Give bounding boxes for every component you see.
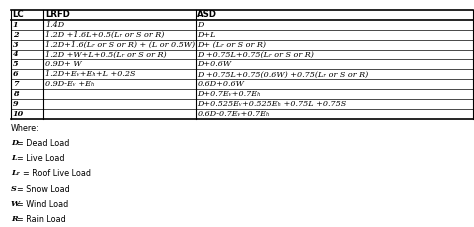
Text: 1.2D +W+L+0.5(Lᵣ or S or R): 1.2D +W+L+0.5(Lᵣ or S or R) bbox=[45, 50, 167, 59]
Text: = Roof Live Load: = Roof Live Load bbox=[23, 169, 91, 178]
Text: R: R bbox=[11, 215, 18, 223]
Text: 7: 7 bbox=[13, 80, 18, 88]
Text: D: D bbox=[197, 21, 204, 29]
Text: 1.4D: 1.4D bbox=[45, 21, 64, 29]
Text: = Rain Load: = Rain Load bbox=[18, 215, 66, 224]
Text: 0.9D+ W: 0.9D+ W bbox=[45, 60, 82, 68]
Text: 0.9D-Eᵥ +Eₕ: 0.9D-Eᵥ +Eₕ bbox=[45, 80, 94, 88]
Text: W: W bbox=[11, 200, 20, 208]
Text: 9: 9 bbox=[13, 100, 18, 108]
Text: 8: 8 bbox=[13, 90, 18, 98]
Text: S: S bbox=[11, 185, 17, 192]
Text: 10: 10 bbox=[13, 110, 24, 118]
Text: = Wind Load: = Wind Load bbox=[18, 200, 69, 209]
Text: 5: 5 bbox=[13, 60, 18, 68]
Text: LC: LC bbox=[13, 10, 24, 19]
Text: 4: 4 bbox=[13, 50, 18, 59]
Text: ASD: ASD bbox=[197, 10, 218, 19]
Text: Where:: Where: bbox=[11, 124, 39, 133]
Text: 0.6D-0.7Eᵥ+0.7Eₕ: 0.6D-0.7Eᵥ+0.7Eₕ bbox=[197, 110, 270, 118]
Text: D+0.525Eᵥ+0.525Eₕ +0.75L +0.75S: D+0.525Eᵥ+0.525Eₕ +0.75L +0.75S bbox=[197, 100, 346, 108]
Text: Lᵣ: Lᵣ bbox=[11, 169, 20, 178]
Text: L: L bbox=[11, 154, 17, 162]
Text: D+ (Lᵣ or S or R): D+ (Lᵣ or S or R) bbox=[197, 41, 266, 49]
Text: LRFD: LRFD bbox=[45, 10, 70, 19]
Text: D+L: D+L bbox=[197, 31, 216, 39]
Text: D +0.75L+0.75(Lᵣ or S or R): D +0.75L+0.75(Lᵣ or S or R) bbox=[197, 50, 314, 59]
Text: 0.6D+0.6W: 0.6D+0.6W bbox=[197, 80, 244, 88]
Text: D: D bbox=[11, 139, 18, 147]
Text: 1: 1 bbox=[13, 21, 18, 29]
Text: D+0.6W: D+0.6W bbox=[197, 60, 231, 68]
Text: 1.2D +1.6L+0.5(Lᵣ or S or R): 1.2D +1.6L+0.5(Lᵣ or S or R) bbox=[45, 31, 164, 39]
Text: = Dead Load: = Dead Load bbox=[18, 139, 70, 148]
Text: 2: 2 bbox=[13, 31, 18, 39]
Text: = Snow Load: = Snow Load bbox=[18, 185, 70, 194]
Text: 1.2D+Eᵥ+Eₕ+L +0.2S: 1.2D+Eᵥ+Eₕ+L +0.2S bbox=[45, 70, 136, 78]
Text: D+0.7Eᵥ+0.7Eₕ: D+0.7Eᵥ+0.7Eₕ bbox=[197, 90, 261, 98]
Text: D +0.75L+0.75(0.6W) +0.75(Lᵣ or S or R): D +0.75L+0.75(0.6W) +0.75(Lᵣ or S or R) bbox=[197, 70, 369, 78]
Text: = Live Load: = Live Load bbox=[18, 154, 65, 163]
Text: 6: 6 bbox=[13, 70, 18, 78]
Text: 1.2D+1.6(Lᵣ or S or R) + (L or 0.5W): 1.2D+1.6(Lᵣ or S or R) + (L or 0.5W) bbox=[45, 41, 195, 49]
Text: 3: 3 bbox=[13, 41, 18, 49]
